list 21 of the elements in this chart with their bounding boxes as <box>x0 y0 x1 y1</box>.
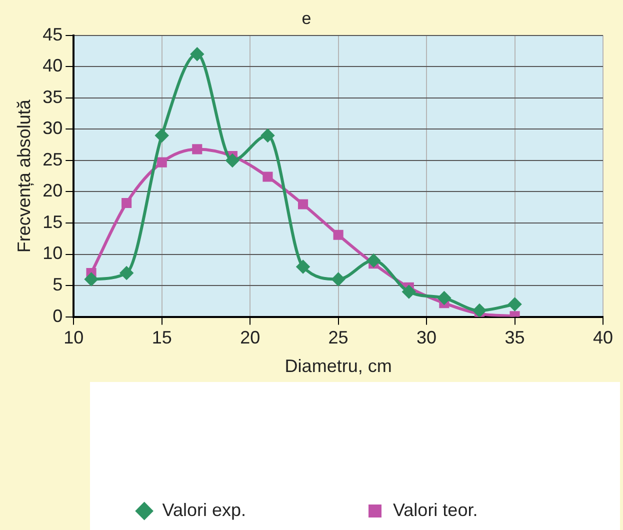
x-tick-label: 15 <box>152 328 172 348</box>
x-tick-label: 35 <box>504 328 525 348</box>
legend-label: Valori teor. <box>393 500 478 520</box>
y-tick-label: 25 <box>42 149 63 170</box>
y-axis-title: Frecvența absolută <box>14 98 34 253</box>
y-tick-label: 30 <box>42 118 63 138</box>
chart-title: e <box>302 8 312 28</box>
y-tick-label: 10 <box>42 243 63 264</box>
y-tick-label: 5 <box>52 274 63 294</box>
x-tick-label: 40 <box>592 328 614 348</box>
x-tick-label: 25 <box>328 328 348 348</box>
y-tick-label: 15 <box>42 212 63 232</box>
y-tick-label: 35 <box>42 86 63 107</box>
x-axis-title: Diametru, cm <box>284 356 392 376</box>
y-tick-label: 0 <box>52 306 63 326</box>
y-tick-label: 45 <box>42 24 63 44</box>
y-tick-label: 20 <box>42 180 63 201</box>
x-tick-label: 20 <box>240 328 260 348</box>
legend-label: Valori exp. <box>162 500 246 520</box>
x-tick-label: 30 <box>416 328 437 348</box>
y-tick-label: 40 <box>42 56 63 76</box>
